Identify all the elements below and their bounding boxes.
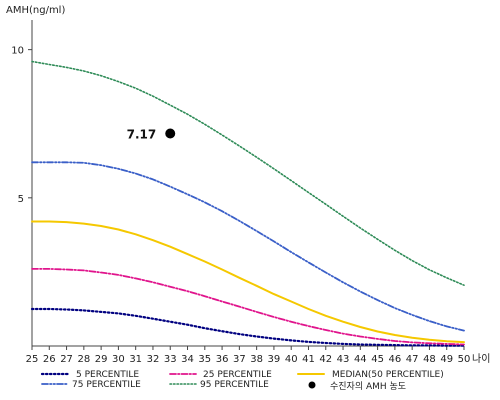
x-tick-label-34: 34: [181, 354, 194, 365]
x-tick-label-38: 38: [250, 354, 263, 365]
legend-label-1: 25 PERCENTILE: [203, 370, 272, 380]
x-tick-label-42: 42: [319, 354, 332, 365]
x-tick-label-44: 44: [354, 354, 367, 365]
axes: 5 10 25 26 27 28 29 30 31 32 33 34 35 36 37 38 39 40 41 42 4…: [6, 5, 490, 365]
x-tick-label-49: 49: [440, 354, 453, 365]
y-tick-label-5: 5: [18, 194, 24, 205]
patient-amh-label: 7.17: [127, 128, 157, 142]
x-tick-label-43: 43: [337, 354, 350, 365]
legend-label-3: 75 PERCENTILE: [72, 380, 141, 390]
x-tick-label-29: 29: [95, 354, 108, 365]
x-tick-label-36: 36: [216, 354, 229, 365]
legend-label-0: 5 PERCENTILE: [76, 370, 139, 380]
x-tick-label-35: 35: [198, 354, 211, 365]
x-tick-label-32: 32: [147, 354, 160, 365]
legend-point-label: 수진자의 AMH 농도: [330, 381, 406, 392]
x-tick-label-30: 30: [112, 354, 125, 365]
series-line-0: [30, 307, 466, 347]
x-tick-label-33: 33: [164, 354, 177, 365]
x-tick-label-45: 45: [371, 354, 384, 365]
x-tick-label-47: 47: [406, 354, 419, 365]
patient-point-group: 7.17: [127, 128, 176, 142]
x-tick-label-25: 25: [26, 354, 39, 365]
series-line-1: [31, 267, 465, 346]
series-line-2: [31, 220, 465, 344]
x-tick-label-48: 48: [423, 354, 436, 365]
series-line-4: [31, 60, 465, 287]
patient-amh-point: [165, 128, 176, 139]
x-tick-label-28: 28: [77, 354, 90, 365]
x-tick-label-37: 37: [233, 354, 246, 365]
x-tick-label-41: 41: [302, 354, 315, 365]
x-tick-label-46: 46: [389, 354, 402, 365]
legend-label-2: MEDIAN(50 PERCENTILE): [332, 370, 444, 380]
x-tick-label-40: 40: [285, 354, 298, 365]
x-tick-label-26: 26: [43, 354, 56, 365]
series-lines: [30, 60, 466, 347]
x-tick-label-39: 39: [268, 354, 281, 365]
legend-label-4: 95 PERCENTILE: [200, 380, 269, 390]
x-axis-title: 나이: [472, 353, 490, 365]
series-line-3: [31, 161, 465, 332]
x-tick-label-27: 27: [60, 354, 73, 365]
x-tick-label-31: 31: [129, 354, 142, 365]
y-axis-title: AMH(ng/ml): [6, 5, 65, 16]
legend: 5 PERCENTILE 25 PERCENTILE MEDIAN(50 PERCE…: [40, 370, 444, 392]
y-tick-label-10: 10: [11, 46, 24, 57]
x-tick-label-50: 50: [458, 354, 471, 365]
legend-point-marker: [308, 381, 316, 389]
